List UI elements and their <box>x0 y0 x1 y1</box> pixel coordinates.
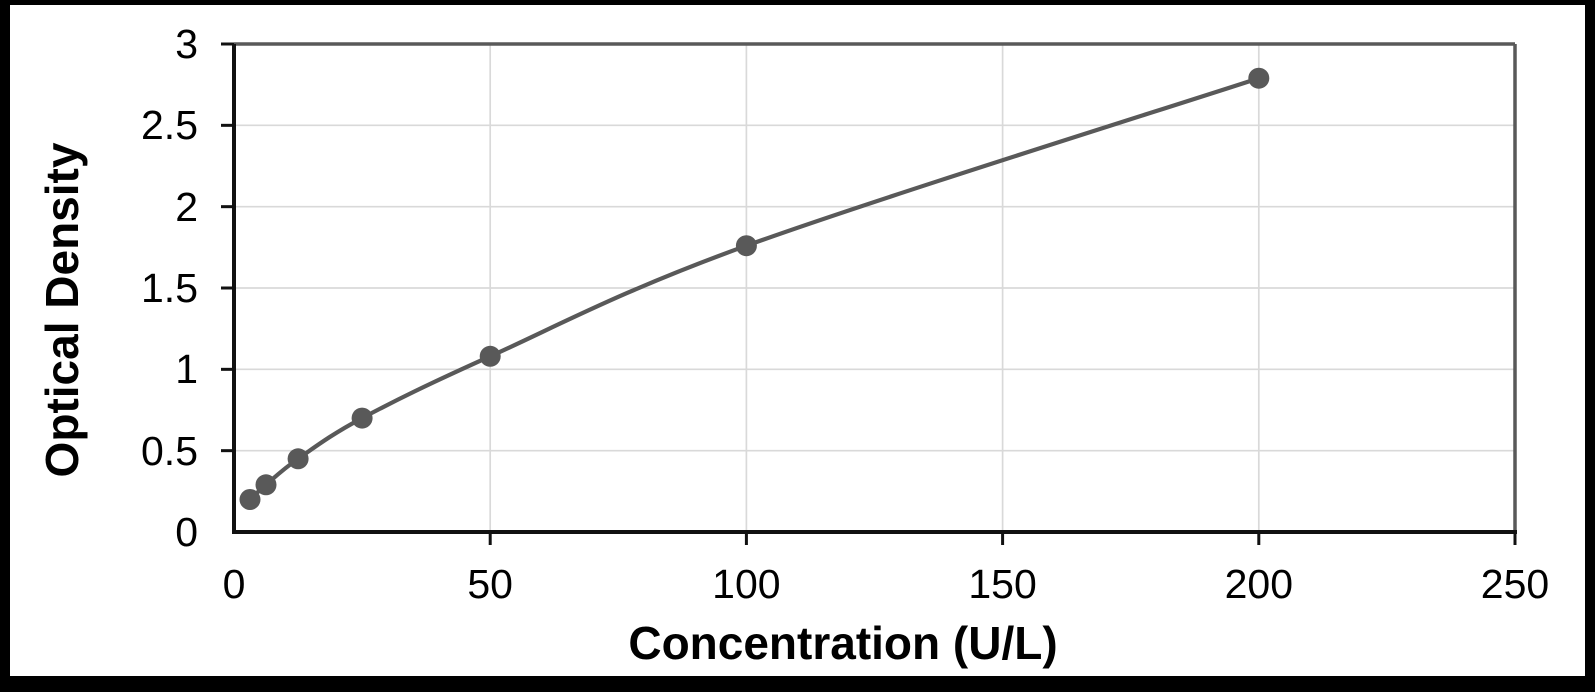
y-tick-label: 3 <box>175 21 198 67</box>
y-tick-label: 1.5 <box>141 265 198 311</box>
x-tick-label: 100 <box>712 561 781 607</box>
frame-top <box>0 0 1595 5</box>
frame-bottom <box>0 676 1595 692</box>
y-tick-label: 2.5 <box>141 102 198 149</box>
x-tick-label: 200 <box>1224 561 1294 607</box>
x-tick-label: 50 <box>467 561 513 607</box>
data-point-marker <box>479 345 501 367</box>
data-point-marker <box>287 448 309 470</box>
x-tick-label: 150 <box>968 561 1037 607</box>
x-tick-label: 250 <box>1480 561 1550 607</box>
data-point-marker <box>735 235 757 257</box>
data-point-marker <box>239 489 261 510</box>
data-point-marker <box>351 407 373 429</box>
data-point-marker <box>1248 67 1270 89</box>
x-axis-title: Concentration (U/L) <box>628 617 1058 669</box>
data-point-marker <box>255 474 277 496</box>
y-tick-label: 0.5 <box>141 427 198 474</box>
y-tick-label: 1 <box>175 346 198 393</box>
x-tick-label: 0 <box>222 561 246 607</box>
y-tick-label: 2 <box>175 183 198 230</box>
frame-left <box>0 0 10 692</box>
frame-right <box>1585 0 1595 692</box>
y-tick-label: 0 <box>175 509 198 555</box>
